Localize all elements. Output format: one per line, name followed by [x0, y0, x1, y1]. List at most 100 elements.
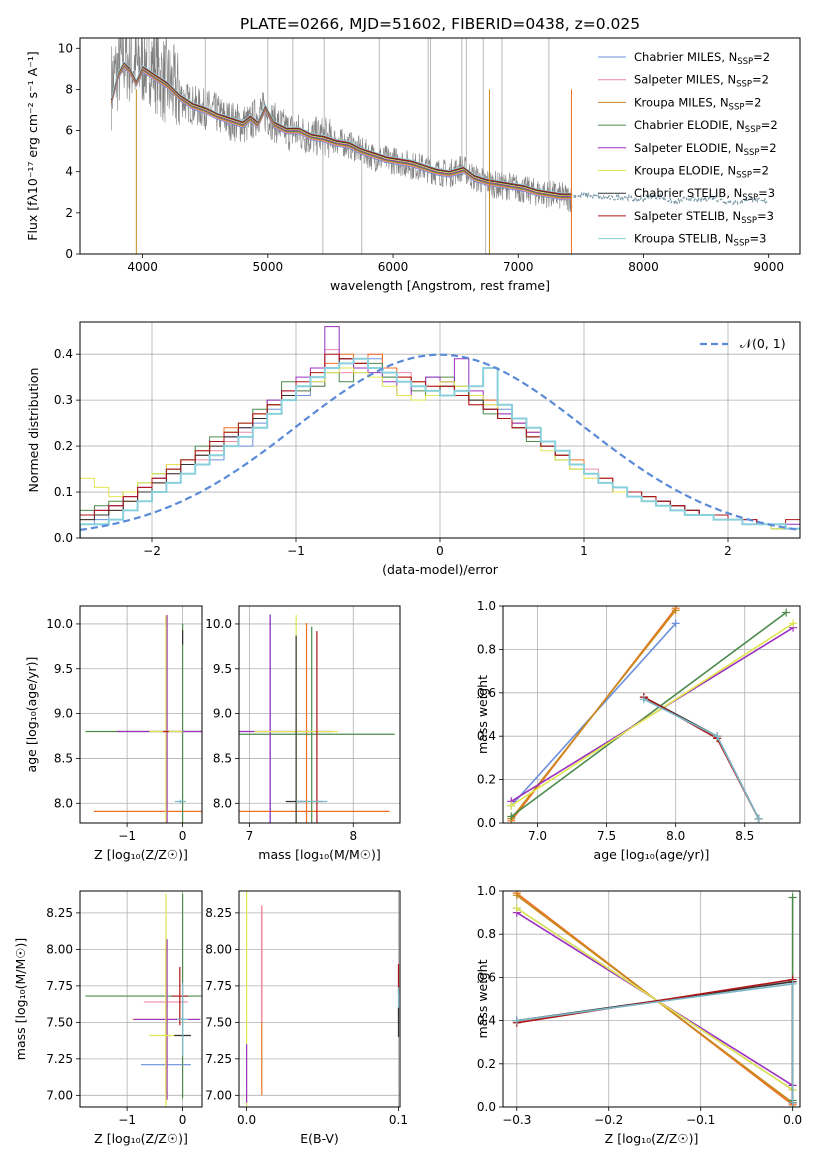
x-tick-label-3: 7000: [503, 260, 534, 274]
legend-entry-7: Salpeter STELIB, NSSP=3: [634, 209, 774, 226]
y-tick-label-2: 7.50: [205, 1015, 232, 1029]
legend-label-2: Kroupa MILES, N: [634, 95, 729, 109]
panel-weight_vs_age: 7.0 7.5 8.0 8.5 0.0 0.2 0.4 0.6 0.8 1.0 age [log₁₀…: [475, 599, 801, 862]
y-tick-label-0: 8.0: [54, 796, 73, 810]
x-tick-label-1: −0.2: [594, 1113, 623, 1127]
y-tick-label-2: 0.2: [54, 439, 73, 453]
legend-label-8: Kroupa STELIB, N: [634, 232, 734, 246]
y-tick-label-5: 10: [58, 41, 73, 55]
legend-sub-1: SSP: [736, 80, 752, 90]
legend-suffix-8: =3: [749, 232, 766, 246]
weight-marker-5-1: [789, 619, 798, 628]
y-tick-label-4: 10.0: [205, 617, 232, 631]
x-tick-label-1: −1: [287, 544, 305, 558]
y-tick-label-1: 7.25: [46, 1052, 73, 1066]
weight-marker-8-2: [788, 1098, 797, 1107]
x-tick-label-1: 8: [349, 829, 357, 843]
model-spectrum-7: [110, 61, 573, 195]
x-tick-label-1: 0: [179, 829, 187, 843]
y-tick-label-4: 8: [65, 82, 73, 96]
x-axis-label-spectrum: wavelength [Angstrom, rest frame]: [330, 278, 550, 293]
legend-entry-4: Salpeter ELODIE, NSSP=2: [634, 141, 777, 158]
figure-title: PLATE=0266, MJD=51602, FIBERID=0438, z=0…: [240, 15, 640, 33]
y-tick-label-2: 0.4: [477, 729, 496, 743]
x-tick-label-0: 4000: [127, 260, 158, 274]
y-axis-label-age_vs_Z: age [log₁₀(age/yr)]: [24, 657, 39, 773]
plot-area-weight_vs_Z: [512, 891, 797, 1107]
weight-line-5: [510, 622, 794, 807]
x-axis-label-residuals: (data-model)/error: [382, 562, 499, 577]
weight-line-8: [516, 982, 794, 1103]
legend-sub-4: SSP: [744, 148, 760, 158]
x-tick-label-2: 8.0: [666, 829, 685, 843]
axes-frame-mass_vs_EBV: [238, 890, 401, 1108]
y-axis-label-weight_vs_age: mass weight: [475, 675, 490, 754]
axes-frame-weight_vs_Z: [502, 890, 801, 1108]
masked-spectrum: [573, 191, 770, 206]
y-tick-label-4: 0.8: [477, 927, 496, 941]
weight-marker-3-0: [507, 812, 516, 821]
plot-area-residuals: [80, 326, 800, 538]
y-tick-label-0: 8.0: [213, 796, 232, 810]
x-tick-label-1: 0.1: [389, 1113, 408, 1127]
legend-sub-5: SSP: [736, 171, 752, 181]
legend-suffix-5: =2: [752, 164, 769, 178]
axes-frame-mass_vs_Z: [79, 890, 203, 1108]
legend-entry-2: Kroupa MILES, NSSP=2: [634, 95, 761, 112]
legend-sub-0: SSP: [737, 57, 753, 67]
legend-label-6: Chabrier STELIB, N: [634, 186, 742, 200]
y-tick-label-3: 9.5: [213, 662, 232, 676]
y-tick-label-1: 8.5: [54, 751, 73, 765]
y-tick-label-1: 0.1: [54, 485, 73, 499]
y-tick-label-5: 8.25: [205, 906, 232, 920]
plot-area-weight_vs_age: [507, 606, 798, 823]
legend-label-4: Salpeter ELODIE, N: [634, 141, 744, 155]
y-tick-label-2: 7.50: [46, 1015, 73, 1029]
legend-sub-3: SSP: [745, 125, 761, 135]
y-tick-label-4: 8.00: [46, 942, 73, 956]
y-tick-label-3: 7.75: [205, 979, 232, 993]
panel-residuals: −2 −1 0 1 2 0.0 0.1 0.2 0.3 0.4 (data-model)/error…: [26, 321, 801, 577]
x-axis-label-weight_vs_age: age [log₁₀(age/yr)]: [594, 847, 710, 862]
y-tick-label-2: 9.0: [54, 707, 73, 721]
x-axis-label-age_vs_mass: mass [log₁₀(M/M☉)]: [258, 847, 380, 862]
weight-marker-3-1: [782, 608, 791, 617]
y-tick-label-5: 1.0: [477, 884, 496, 898]
weight-marker-3-1: [788, 893, 797, 902]
y-tick-label-0: 0.0: [54, 531, 73, 545]
y-tick-label-4: 10.0: [46, 617, 73, 631]
weight-line-8: [643, 698, 760, 820]
y-tick-label-2: 0.4: [477, 1014, 496, 1028]
weight-line-5: [516, 907, 794, 1091]
panel-age_vs_mass: 7 8 8.0 8.5 9.0 9.5 10.0 mass [log₁₀(M/M☉)]: [205, 605, 401, 862]
legend-label-0: Chabrier MILES, N: [634, 50, 737, 64]
y-tick-label-1: 0.2: [477, 773, 496, 787]
y-tick-label-3: 6: [65, 124, 73, 138]
y-tick-label-2: 9.0: [213, 707, 232, 721]
legend-entry-6: Chabrier STELIB, NSSP=3: [634, 186, 775, 203]
x-tick-label-3: 8.5: [735, 829, 754, 843]
x-tick-label-0: −0.3: [502, 1113, 531, 1127]
y-tick-label-1: 8.5: [213, 751, 232, 765]
y-axis-label-weight_vs_Z: mass weight: [475, 959, 490, 1038]
legend-sub-6: SSP: [742, 193, 758, 203]
y-tick-label-2: 4: [65, 165, 73, 179]
panel-weight_vs_Z: −0.3 −0.2 −0.1 0.0 0.0 0.2 0.4 0.6 0.8 1.0 Z [log₁…: [475, 884, 802, 1146]
legend-entry-5: Kroupa ELODIE, NSSP=2: [634, 164, 769, 181]
plot-area-mass_vs_EBV: [245, 891, 400, 1107]
x-tick-label-0: 0.0: [237, 1113, 256, 1127]
x-tick-label-1: 7.5: [597, 829, 616, 843]
x-tick-label-1: 5000: [253, 260, 284, 274]
legend-label-5: Kroupa ELODIE, N: [634, 164, 736, 178]
y-tick-label-4: 8.00: [205, 942, 232, 956]
weight-line-6: [643, 696, 760, 820]
legend-entry-1: Salpeter MILES, NSSP=2: [634, 73, 769, 90]
x-tick-label-3: 0.0: [783, 1113, 802, 1127]
x-tick-label-0: 7.0: [528, 829, 547, 843]
legend-suffix-1: =2: [752, 73, 769, 87]
weight-line-7: [643, 696, 760, 820]
legend-sub-2: SSP: [729, 102, 745, 112]
panel-mass_vs_EBV: 0.0 0.1 7.00 7.25 7.50 7.75 8.00 8.25 E(B-V): [205, 890, 408, 1146]
